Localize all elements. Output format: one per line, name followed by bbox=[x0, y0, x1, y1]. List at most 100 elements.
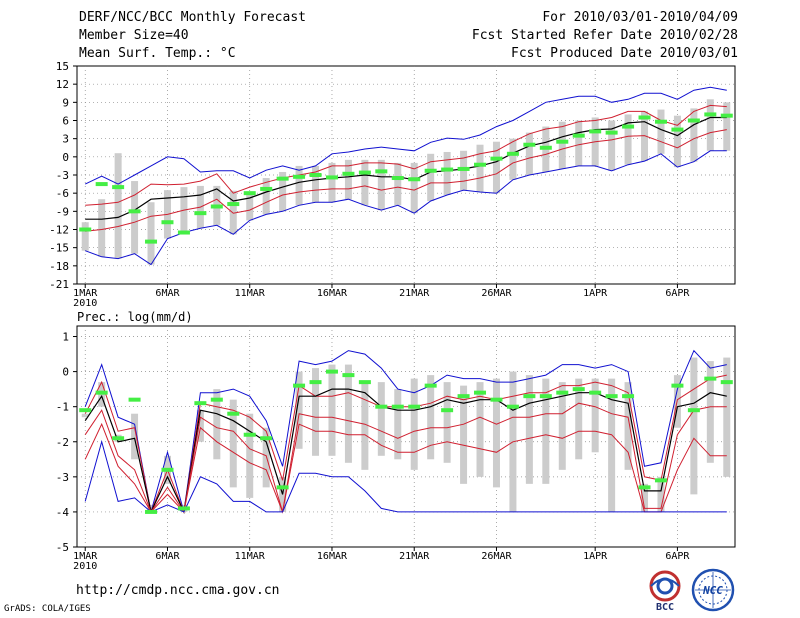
y-tick-label: -3 bbox=[56, 169, 69, 182]
obs-marker bbox=[325, 175, 338, 180]
ensemble-bar bbox=[196, 410, 204, 442]
ensemble-bar bbox=[706, 361, 714, 463]
obs-marker bbox=[539, 394, 552, 399]
obs-marker bbox=[260, 186, 273, 191]
plot-frame bbox=[76, 325, 736, 548]
x-tick-label: 6APR bbox=[665, 288, 690, 299]
obs-marker bbox=[490, 156, 503, 161]
obs-marker bbox=[145, 509, 158, 514]
obs-marker bbox=[424, 383, 437, 388]
ensemble-bar bbox=[279, 171, 287, 212]
obs-marker bbox=[408, 404, 421, 409]
bcc-logo-text: BCC bbox=[656, 602, 674, 612]
obs-marker bbox=[474, 162, 487, 167]
x-tick-label: 1APR bbox=[583, 288, 608, 299]
ensemble-bar bbox=[723, 102, 731, 151]
ensemble-bar bbox=[98, 199, 106, 257]
bcc-logo: BCC bbox=[649, 570, 681, 612]
obs-marker bbox=[654, 478, 667, 483]
obs-marker bbox=[638, 485, 651, 490]
ensemble-bar bbox=[377, 159, 385, 211]
ensemble-bar bbox=[492, 378, 500, 488]
ensemble-bar bbox=[624, 382, 632, 470]
ensemble-bar bbox=[706, 99, 714, 151]
obs-marker bbox=[457, 394, 470, 399]
ensemble-bar bbox=[81, 222, 89, 251]
obs-marker bbox=[309, 380, 322, 385]
ensemble-bar bbox=[476, 382, 484, 477]
ensemble-bar bbox=[657, 109, 665, 154]
ensemble-bar bbox=[443, 382, 451, 463]
ensemble-bar bbox=[131, 413, 139, 460]
y-tick-label: -3 bbox=[56, 471, 69, 484]
ensemble-bar bbox=[246, 193, 254, 221]
obs-marker bbox=[293, 383, 306, 388]
obs-marker bbox=[145, 239, 158, 244]
ensemble-bar bbox=[131, 181, 139, 254]
y-tick-label: -6 bbox=[56, 187, 69, 200]
obs-marker bbox=[391, 404, 404, 409]
ensemble-bar bbox=[410, 378, 418, 470]
ensemble-bar bbox=[344, 159, 352, 200]
ensemble-bar bbox=[229, 399, 237, 488]
y-tick-label: 0 bbox=[62, 151, 69, 164]
forecast-period: For 2010/03/01-2010/04/09 bbox=[542, 10, 738, 25]
obs-marker bbox=[79, 227, 92, 232]
member-size: Member Size=40 bbox=[79, 28, 189, 43]
ensemble-bar bbox=[81, 413, 89, 418]
x-tick-label: 11MAR bbox=[235, 288, 266, 299]
y-tick-label: -9 bbox=[56, 205, 69, 218]
ensemble-bar bbox=[460, 385, 468, 484]
y-tick-label: 12 bbox=[56, 78, 69, 91]
grads-credit: GrADS: COLA/IGES bbox=[4, 604, 91, 614]
obs-marker bbox=[457, 166, 470, 171]
obs-marker bbox=[276, 485, 289, 490]
obs-marker bbox=[572, 387, 585, 392]
x-tick-label: 6MAR bbox=[155, 288, 180, 299]
source-url[interactable]: http://cmdp.ncc.cma.gov.cn bbox=[76, 583, 280, 598]
x-tick-label: 1MAR bbox=[73, 551, 98, 562]
ensemble-bar bbox=[608, 120, 616, 171]
series-min-line bbox=[85, 150, 727, 266]
obs-marker bbox=[704, 112, 717, 117]
obs-marker bbox=[177, 230, 190, 235]
obs-marker bbox=[556, 390, 569, 395]
ensemble-bar bbox=[344, 364, 352, 463]
ensemble-bar bbox=[312, 368, 320, 456]
x-tick-label: 1APR bbox=[583, 551, 608, 562]
obs-marker bbox=[260, 436, 273, 441]
ensemble-bar bbox=[147, 504, 155, 512]
ensemble-bar bbox=[377, 382, 385, 456]
ensemble-bar bbox=[295, 371, 303, 449]
obs-marker bbox=[177, 506, 190, 511]
x-tick-label: 6APR bbox=[665, 551, 690, 562]
ensemble-bar bbox=[624, 114, 632, 165]
obs-marker bbox=[161, 220, 174, 225]
ensemble-bar bbox=[492, 141, 500, 194]
obs-marker bbox=[424, 168, 437, 173]
x-tick-label: 16MAR bbox=[317, 551, 348, 562]
ensemble-bar bbox=[657, 476, 665, 512]
series-lower-line bbox=[84, 402, 727, 514]
obs-marker bbox=[128, 209, 141, 214]
ensemble-bar bbox=[361, 159, 369, 206]
ensemble-bar bbox=[427, 375, 435, 460]
obs-marker bbox=[622, 394, 635, 399]
obs-marker bbox=[687, 408, 700, 413]
ensemble-bar bbox=[312, 165, 320, 203]
obs-marker bbox=[342, 171, 355, 176]
y-tick-label: -12 bbox=[49, 224, 69, 237]
ensemble-bar bbox=[575, 378, 583, 460]
ensemble-bar bbox=[246, 413, 254, 498]
obs-marker bbox=[671, 383, 684, 388]
series-min-line bbox=[84, 439, 727, 513]
obs-marker bbox=[441, 408, 454, 413]
obs-marker bbox=[375, 404, 388, 409]
ensemble-bar bbox=[394, 162, 402, 206]
forecast-produced-date: Fcst Produced Date 2010/03/01 bbox=[511, 46, 738, 61]
obs-marker bbox=[293, 174, 306, 179]
obs-marker bbox=[194, 211, 207, 216]
obs-marker bbox=[572, 133, 585, 138]
